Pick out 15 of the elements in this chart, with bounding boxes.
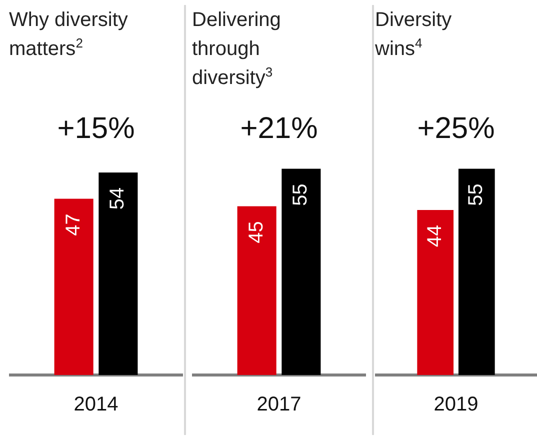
x-tick-label: 2017 [256,394,302,416]
text: +21% [239,112,319,146]
x-tick-label: 2014 [74,394,118,416]
data-label: 44 [424,224,446,248]
text: +15% [56,112,136,146]
data-label: 54 [106,187,129,210]
x-tick-label: 2019 [434,394,478,416]
data-label: 55 [465,184,488,206]
data-label: 55 [290,184,312,206]
chart-title: Diversity wins$^{4}$ [375,8,453,62]
chart-title: Why diversity matters$^{2}$ [9,8,129,62]
chart-title: Delivering through diversity$^{3}$ [192,8,282,91]
text: +25% [416,112,496,146]
data-label: 47 [62,214,84,236]
data-label: 45 [245,221,268,244]
